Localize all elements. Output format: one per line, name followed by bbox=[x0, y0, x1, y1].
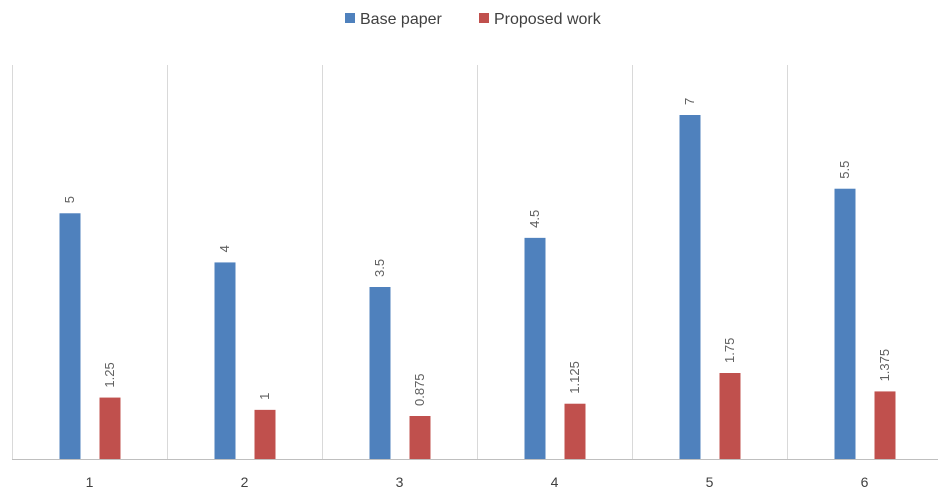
bar-proposed-work-4 bbox=[564, 403, 586, 459]
legend-label: Base paper bbox=[360, 11, 443, 28]
data-labels: 5 1.25 4 1 3.5 0.875 4.5 1.125 7 1.75 5.5 1.375 bbox=[62, 98, 892, 406]
data-label: 1.25 bbox=[102, 362, 117, 387]
data-label: 5.5 bbox=[837, 161, 852, 179]
data-label: 1.375 bbox=[877, 349, 892, 382]
bar-proposed-work-3 bbox=[409, 416, 431, 459]
x-tick-label: 2 bbox=[241, 474, 249, 490]
bar-proposed-work-2 bbox=[254, 409, 276, 459]
data-label: 1.75 bbox=[722, 338, 737, 363]
bar-base-paper-6 bbox=[834, 188, 856, 459]
legend-swatch bbox=[345, 13, 355, 23]
bar-base-paper-2 bbox=[214, 262, 236, 459]
bar-proposed-work-1 bbox=[99, 397, 121, 459]
data-label: 1 bbox=[257, 393, 272, 400]
data-label: 4.5 bbox=[527, 210, 542, 228]
bar-base-paper-4 bbox=[524, 237, 546, 459]
data-label: 5 bbox=[62, 196, 77, 203]
data-label: 1.125 bbox=[567, 361, 582, 394]
legend-item: Base paper bbox=[345, 11, 443, 28]
bar-proposed-work-5 bbox=[719, 373, 741, 459]
bars bbox=[59, 115, 896, 459]
legend-label: Proposed work bbox=[494, 11, 602, 28]
data-label: 7 bbox=[682, 98, 697, 105]
legend-item: Proposed work bbox=[479, 11, 602, 28]
x-tick-label: 3 bbox=[396, 474, 404, 490]
x-axis-ticks: 1 2 3 4 5 6 bbox=[86, 474, 869, 490]
data-label: 4 bbox=[217, 245, 232, 252]
x-tick-label: 6 bbox=[861, 474, 869, 490]
x-tick-label: 1 bbox=[86, 474, 94, 490]
legend-swatch bbox=[479, 13, 489, 23]
data-label: 0.875 bbox=[412, 373, 427, 406]
bar-base-paper-3 bbox=[369, 287, 391, 459]
x-tick-label: 4 bbox=[551, 474, 559, 490]
bar-proposed-work-6 bbox=[874, 391, 896, 459]
legend: Base paper Proposed work bbox=[345, 11, 602, 28]
bar-base-paper-1 bbox=[59, 213, 81, 459]
bar-base-paper-5 bbox=[679, 115, 701, 459]
category-separators bbox=[12, 65, 788, 459]
x-tick-label: 5 bbox=[706, 474, 714, 490]
data-label: 3.5 bbox=[372, 259, 387, 277]
